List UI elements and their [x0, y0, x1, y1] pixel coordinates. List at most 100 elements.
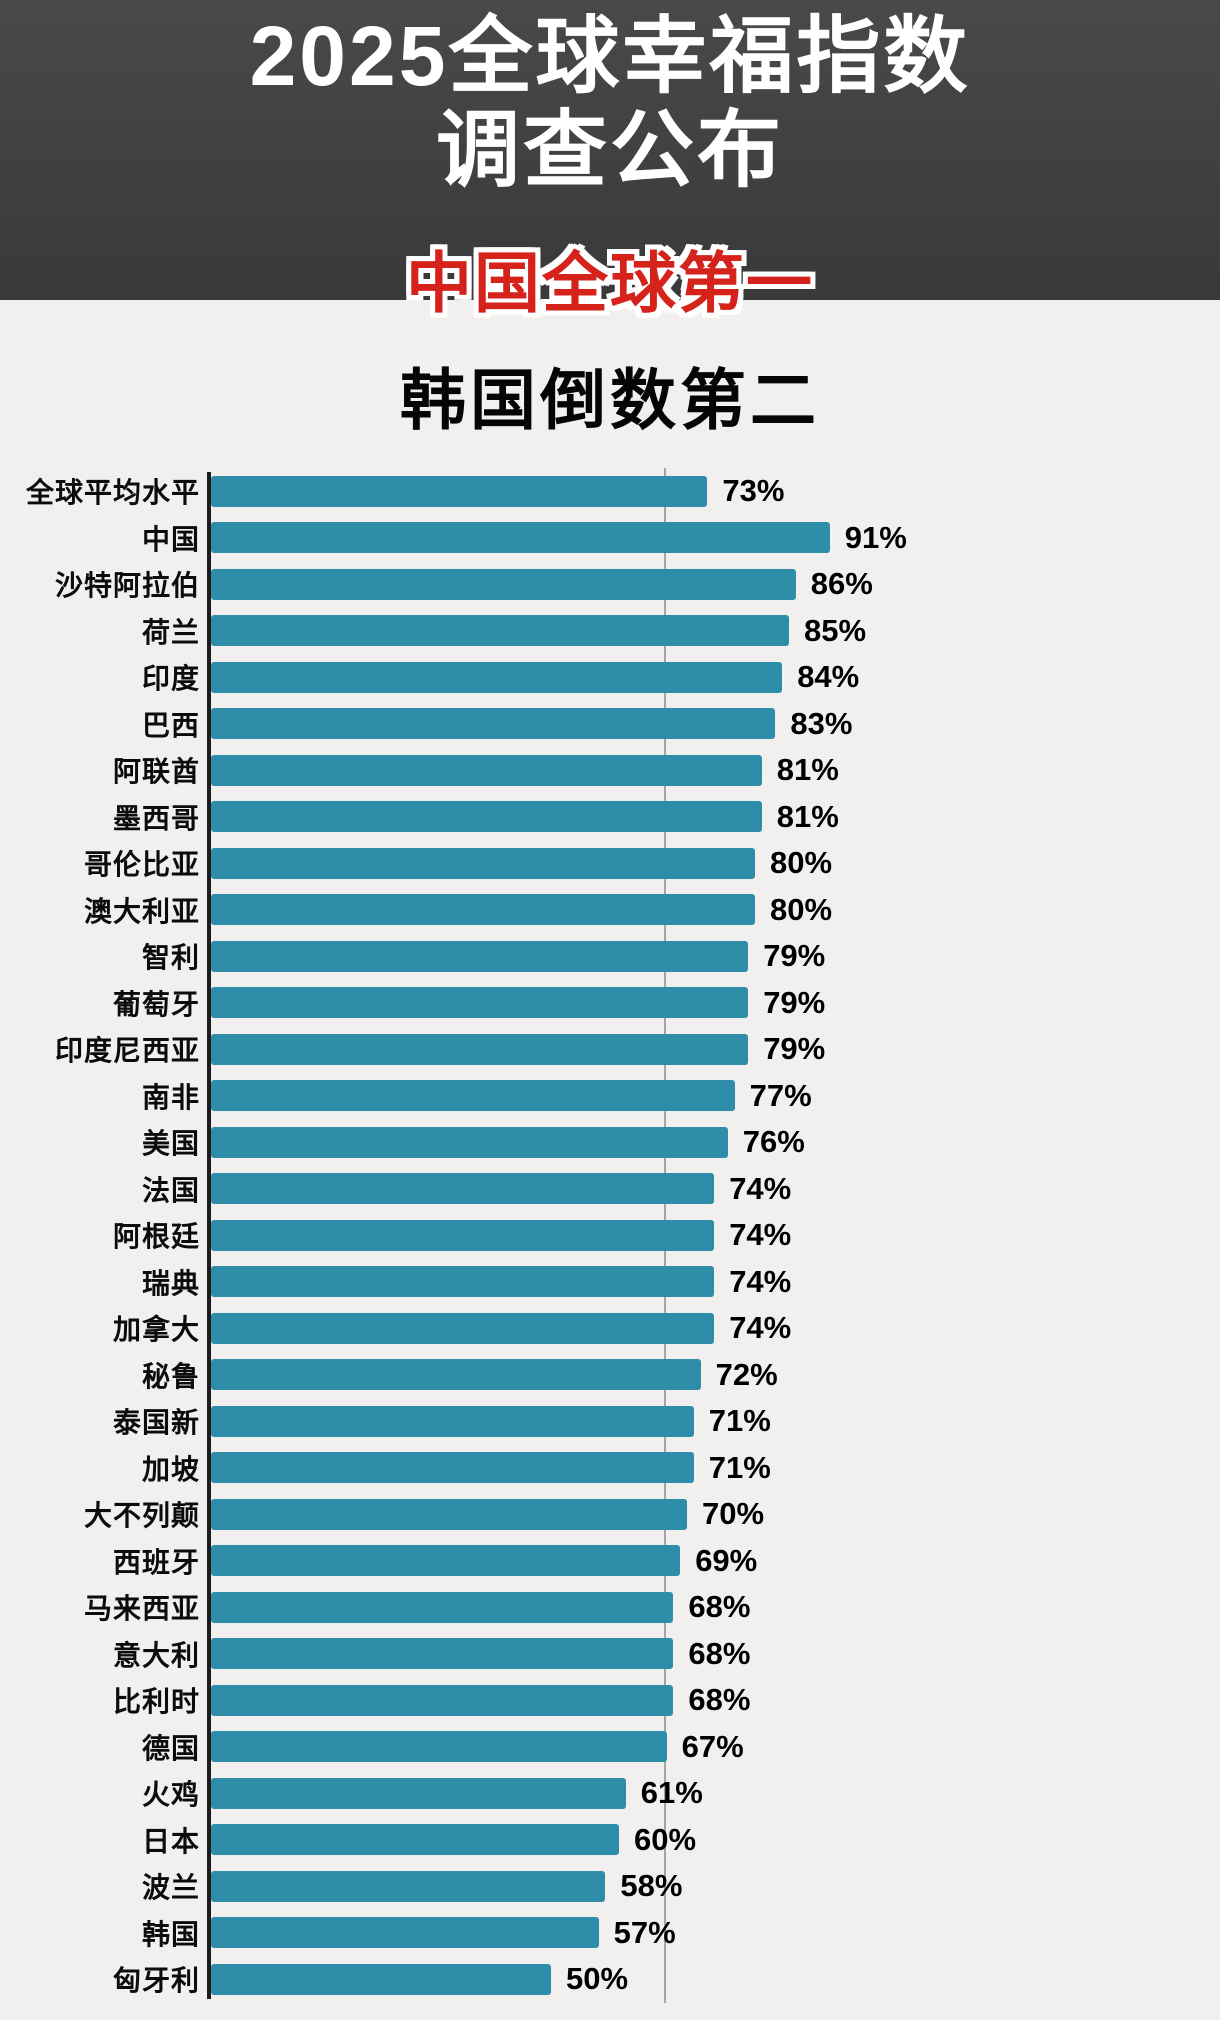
country-label: 墨西哥 — [112, 802, 200, 834]
chart-row: 日本 60% — [0, 1817, 1220, 1864]
bar-track: 68% — [211, 1584, 1220, 1631]
value-bar — [211, 1312, 715, 1344]
chart-row: 荷兰 85% — [0, 608, 1220, 655]
country-label: 哥伦比亚 — [83, 849, 200, 881]
value-bar — [211, 708, 776, 740]
value-label: 73% — [722, 473, 785, 509]
chart-row: 瑞典 74% — [0, 1259, 1220, 1306]
header-banner: 2025全球幸福指数 调查公布 中国全球第一 — [0, 0, 1220, 318]
chart-row: 巴西 83% — [0, 701, 1220, 748]
chart-row: 韩国 57% — [0, 1910, 1220, 1957]
value-label: 84% — [797, 659, 860, 695]
value-label: 60% — [634, 1821, 697, 1857]
bar-track: 68% — [211, 1677, 1220, 1724]
value-label: 79% — [763, 984, 826, 1020]
bar-track: 74% — [211, 1259, 1220, 1306]
country-label: 德国 — [141, 1732, 200, 1764]
bar-track: 58% — [211, 1863, 1220, 1910]
chart-row: 墨西哥 81% — [0, 794, 1220, 841]
bar-track: 81% — [211, 747, 1220, 794]
country-label: 南非 — [141, 1081, 200, 1113]
country-label: 阿联酋 — [112, 756, 200, 788]
country-label: 匈牙利 — [112, 1965, 200, 1997]
bar-track: 83% — [211, 701, 1220, 748]
chart-row: 哥伦比亚 80% — [0, 840, 1220, 887]
bar-track: 57% — [211, 1910, 1220, 1957]
value-label: 74% — [729, 1217, 792, 1253]
value-bar — [211, 1824, 619, 1856]
chart-row: 澳大利亚 80% — [0, 887, 1220, 934]
chart-row: 西班牙 69% — [0, 1538, 1220, 1585]
country-label: 意大利 — [112, 1639, 200, 1671]
country-label: 瑞典 — [141, 1267, 200, 1299]
value-label: 68% — [688, 1589, 751, 1625]
chart-row: 印度 84% — [0, 654, 1220, 701]
value-bar — [211, 1684, 674, 1716]
bar-track: 76% — [211, 1119, 1220, 1166]
value-bar — [211, 1452, 694, 1484]
value-bar — [211, 1359, 701, 1391]
chart-row: 加拿大 74% — [0, 1305, 1220, 1352]
value-bar — [211, 1870, 606, 1902]
value-label: 70% — [702, 1496, 765, 1532]
country-label: 比利时 — [112, 1686, 200, 1718]
chart-row: 加坡 71% — [0, 1445, 1220, 1492]
bar-track: 61% — [211, 1770, 1220, 1817]
value-bar — [211, 987, 749, 1019]
value-label: 68% — [688, 1682, 751, 1718]
country-label: 全球平均水平 — [25, 477, 200, 509]
value-label: 81% — [776, 798, 839, 834]
value-label: 74% — [729, 1170, 792, 1206]
value-label: 72% — [715, 1356, 778, 1392]
chart-row: 中国 91% — [0, 515, 1220, 562]
bar-track: 60% — [211, 1817, 1220, 1864]
value-bar — [211, 1591, 674, 1623]
value-label: 83% — [790, 705, 853, 741]
value-bar — [211, 1405, 694, 1437]
country-label: 泰国新 — [112, 1407, 200, 1439]
value-label: 80% — [770, 891, 833, 927]
value-label: 86% — [810, 566, 873, 602]
chart-row: 美国 76% — [0, 1119, 1220, 1166]
chart-row: 意大利 68% — [0, 1631, 1220, 1678]
value-bar — [211, 1963, 551, 1995]
bar-track: 79% — [211, 1026, 1220, 1073]
value-label: 85% — [804, 612, 867, 648]
chart-row: 比利时 68% — [0, 1677, 1220, 1724]
value-label: 61% — [640, 1775, 703, 1811]
bar-track: 70% — [211, 1491, 1220, 1538]
bar-track: 91% — [211, 515, 1220, 562]
value-bar — [211, 847, 755, 879]
country-label: 马来西亚 — [83, 1593, 200, 1625]
country-label: 中国 — [141, 523, 200, 555]
country-label: 韩国 — [141, 1918, 200, 1950]
value-label: 57% — [613, 1914, 676, 1950]
country-label: 法国 — [141, 1174, 200, 1206]
country-label: 荷兰 — [141, 616, 200, 648]
value-label: 68% — [688, 1635, 751, 1671]
value-label: 58% — [620, 1868, 683, 1904]
country-label: 加坡 — [141, 1453, 200, 1485]
country-label: 日本 — [141, 1825, 200, 1857]
y-axis-line — [207, 472, 211, 1999]
chart-row: 德国 67% — [0, 1724, 1220, 1771]
bar-track: 85% — [211, 608, 1220, 655]
country-label: 澳大利亚 — [83, 895, 200, 927]
value-label: 81% — [776, 752, 839, 788]
bar-track: 67% — [211, 1724, 1220, 1771]
chart-row: 阿联酋 81% — [0, 747, 1220, 794]
value-bar — [211, 940, 749, 972]
bar-track: 71% — [211, 1398, 1220, 1445]
value-bar — [211, 568, 796, 600]
country-label: 阿根廷 — [112, 1221, 200, 1253]
value-label: 76% — [742, 1124, 805, 1160]
value-bar — [211, 894, 755, 926]
value-bar — [211, 1126, 728, 1158]
bar-track: 79% — [211, 980, 1220, 1027]
bar-track: 73% — [211, 468, 1220, 515]
country-label: 大不列颠 — [83, 1500, 200, 1532]
chart-row: 马来西亚 68% — [0, 1584, 1220, 1631]
chart-row: 南非 77% — [0, 1073, 1220, 1120]
country-label: 沙特阿拉伯 — [54, 570, 200, 602]
